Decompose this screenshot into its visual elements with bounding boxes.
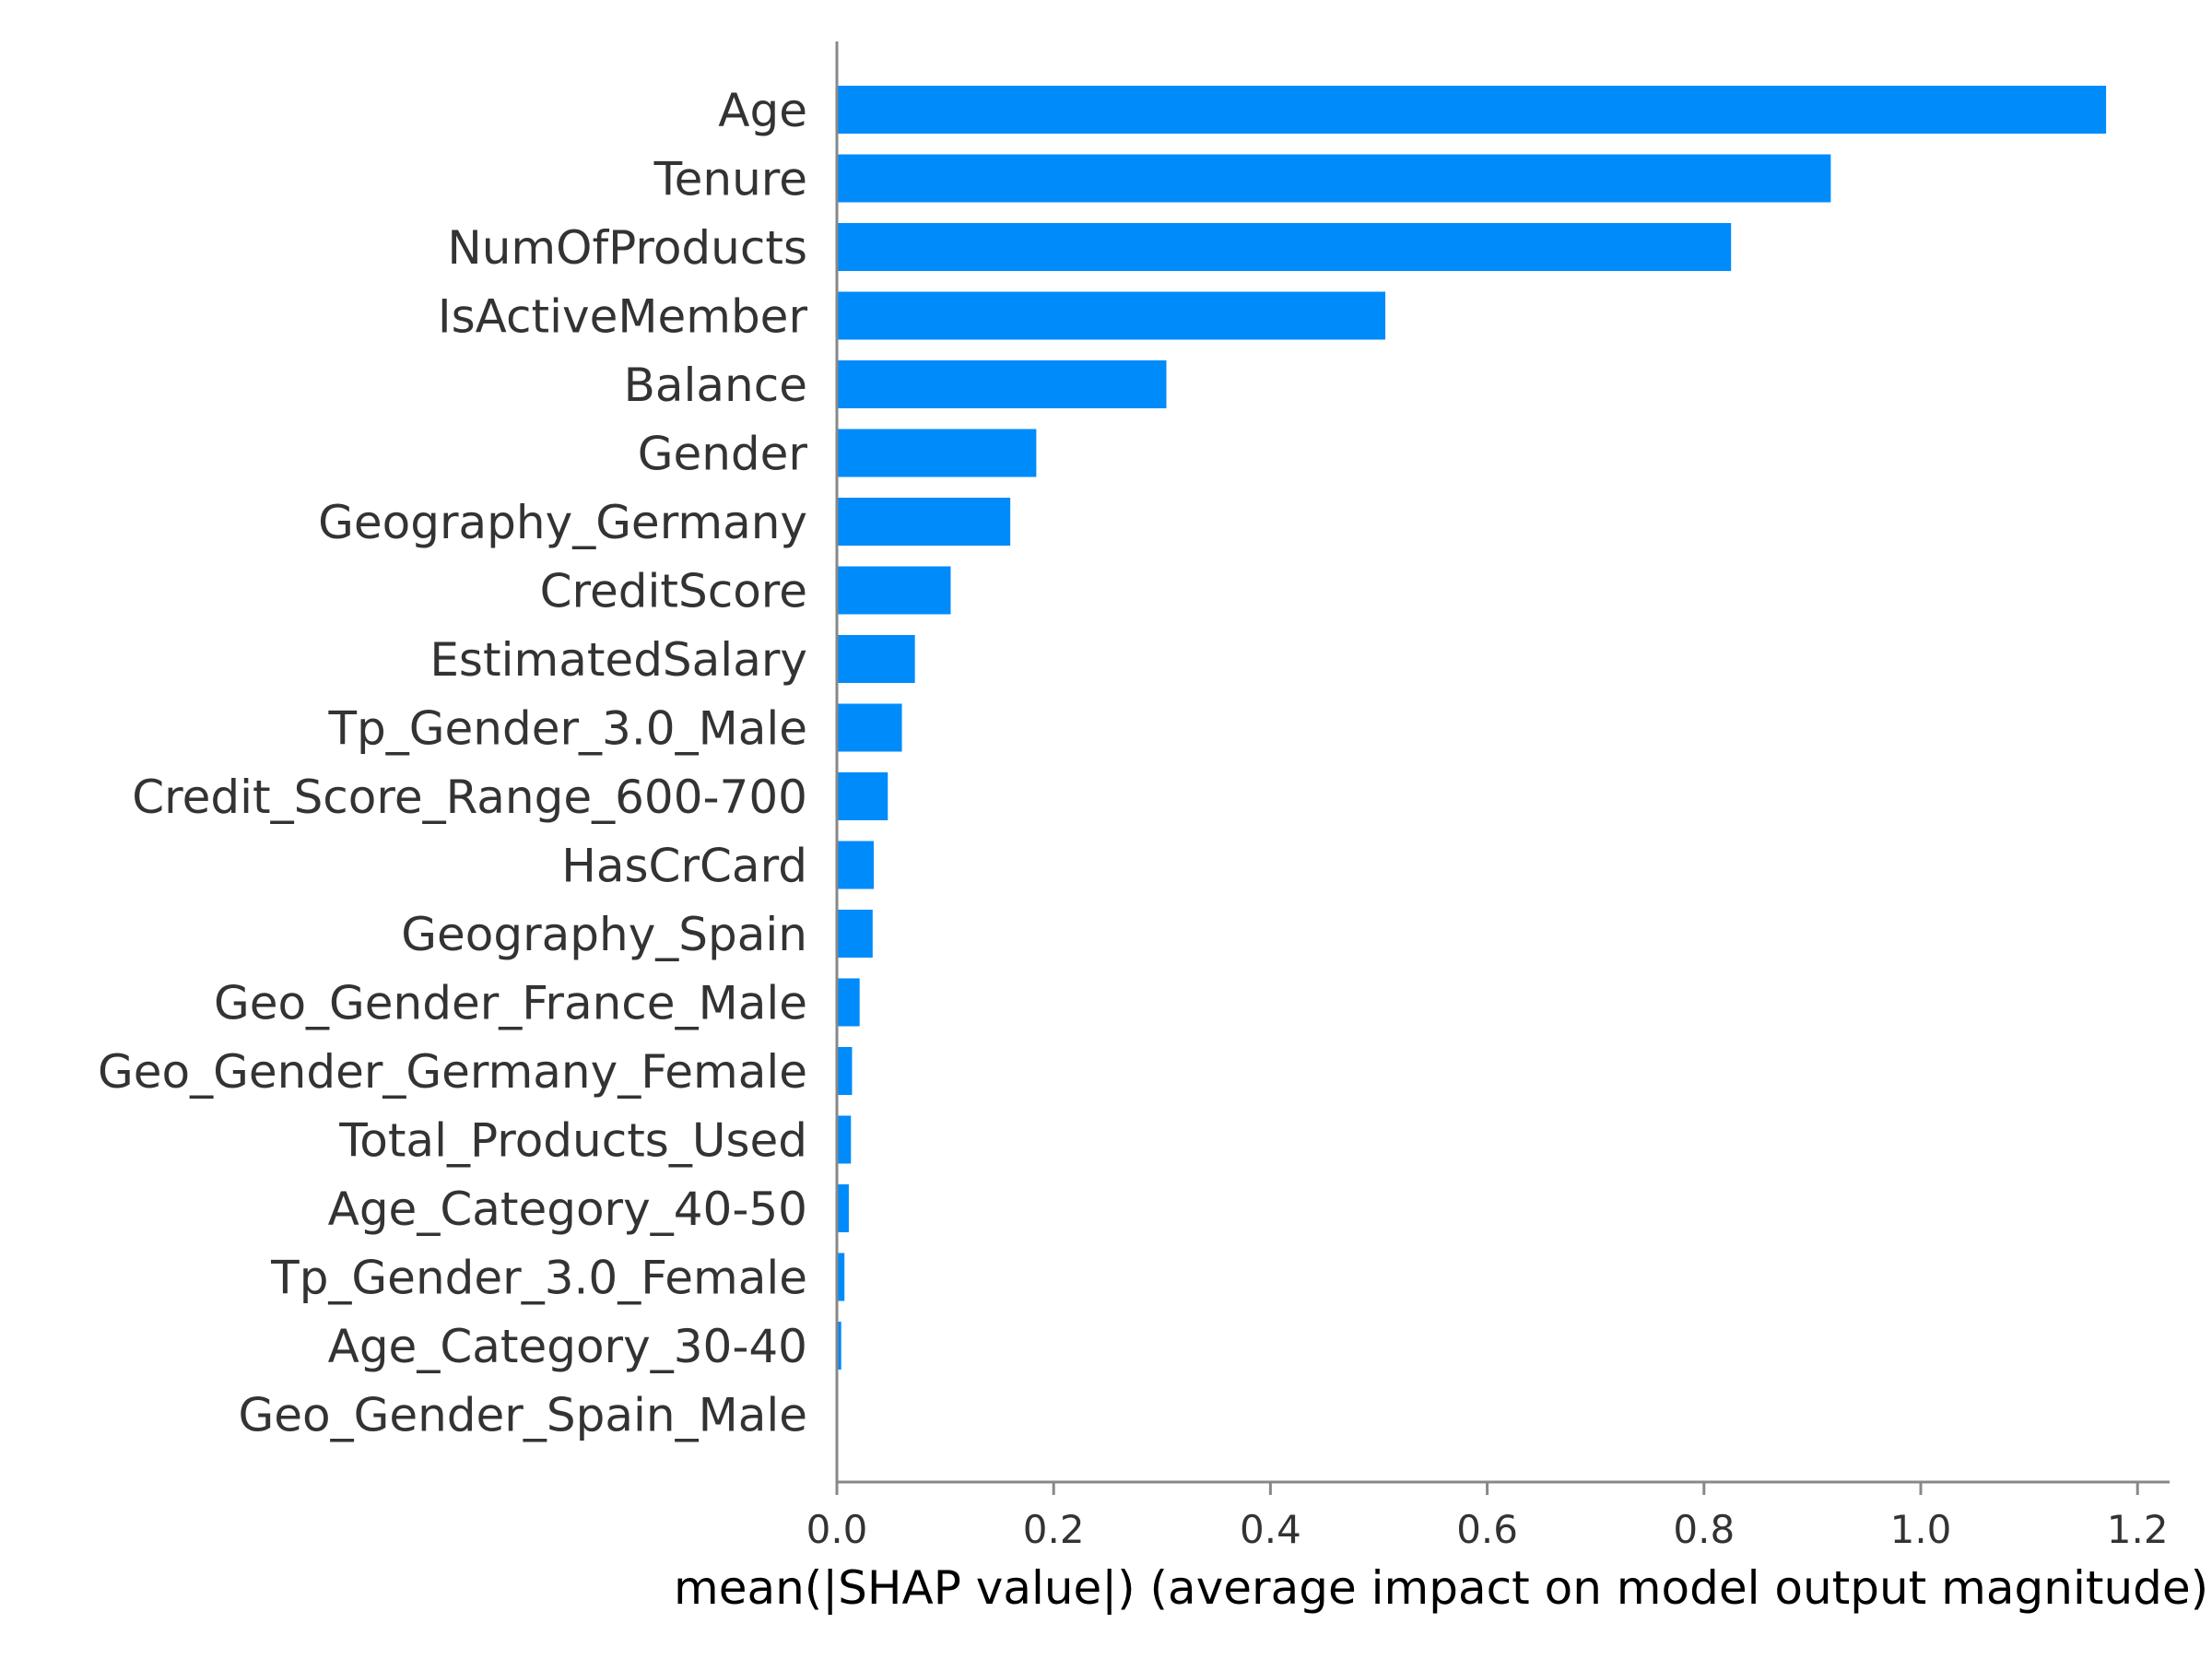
feature-label: Tenure (653, 153, 807, 206)
feature-label: Age_Category_30-40 (328, 1320, 807, 1373)
feature-label: Geo_Gender_France_Male (214, 977, 807, 1030)
feature-label: Geography_Spain (401, 908, 807, 961)
bar-age-category-40-50 (837, 1184, 849, 1232)
x-ticks-group: 0.0 0.2 0.4 0.6 0.8 1.0 1.2 (806, 1482, 2169, 1552)
feature-label: Age_Category_40-50 (328, 1182, 807, 1236)
feature-label: Balance (624, 359, 807, 412)
x-tick-label: 0.6 (1456, 1507, 1518, 1552)
bar-tenure (837, 154, 1831, 203)
x-tick-label: 0.8 (1673, 1507, 1735, 1552)
feature-label: Age (718, 84, 807, 137)
bar-credit-score-range-600-700 (837, 772, 888, 820)
x-tick-label: 1.0 (1890, 1507, 1952, 1552)
bar-isactivemember (837, 291, 1386, 340)
bar-tp-gender-3-0-male (837, 703, 902, 752)
bar-gender (837, 429, 1037, 477)
feature-label: EstimatedSalary (429, 633, 807, 687)
bar-geography-germany (837, 498, 1011, 546)
feature-labels-group: Age Tenure NumOfProducts IsActiveMember Bala… (98, 84, 807, 1442)
bar-numofproducts (837, 223, 1732, 271)
x-axis-title: mean(|SHAP value|) (average impact on mo… (674, 1561, 2208, 1615)
feature-label: HasCrCard (561, 840, 807, 893)
bars-group (837, 86, 2107, 1439)
x-tick-label: 0.2 (1023, 1507, 1085, 1552)
feature-label: CreditScore (540, 565, 807, 618)
feature-label: Total_Products_Used (338, 1114, 807, 1168)
feature-label: IsActiveMember (438, 290, 808, 344)
bar-total-products-used (837, 1115, 852, 1164)
bar-age (837, 86, 2107, 134)
bar-geo-gender-germany-female (837, 1047, 853, 1095)
feature-label: Tp_Gender_3.0_Male (328, 702, 807, 756)
feature-label: Geo_Gender_Spain_Male (239, 1389, 807, 1442)
bar-tp-gender-3-0-female (837, 1253, 845, 1301)
bar-geography-spain (837, 910, 873, 958)
x-tick-label: 1.2 (2107, 1507, 2169, 1552)
feature-label: Geography_Germany (318, 496, 807, 549)
x-tick-label: 0.4 (1240, 1507, 1301, 1552)
feature-label: Tp_Gender_3.0_Female (270, 1252, 807, 1305)
feature-label: Geo_Gender_Germany_Female (98, 1045, 807, 1099)
bar-creditscore (837, 566, 951, 615)
bar-balance (837, 360, 1167, 408)
bar-age-category-30-40 (837, 1322, 841, 1370)
feature-label: NumOfProducts (447, 221, 807, 275)
bar-hascrcard (837, 841, 874, 889)
bar-geo-gender-france-male (837, 978, 860, 1027)
bar-estimatedsalary (837, 635, 915, 683)
feature-label: Credit_Score_Range_600-700 (132, 771, 807, 824)
x-tick-label: 0.0 (806, 1507, 868, 1552)
feature-label: Gender (638, 428, 808, 481)
